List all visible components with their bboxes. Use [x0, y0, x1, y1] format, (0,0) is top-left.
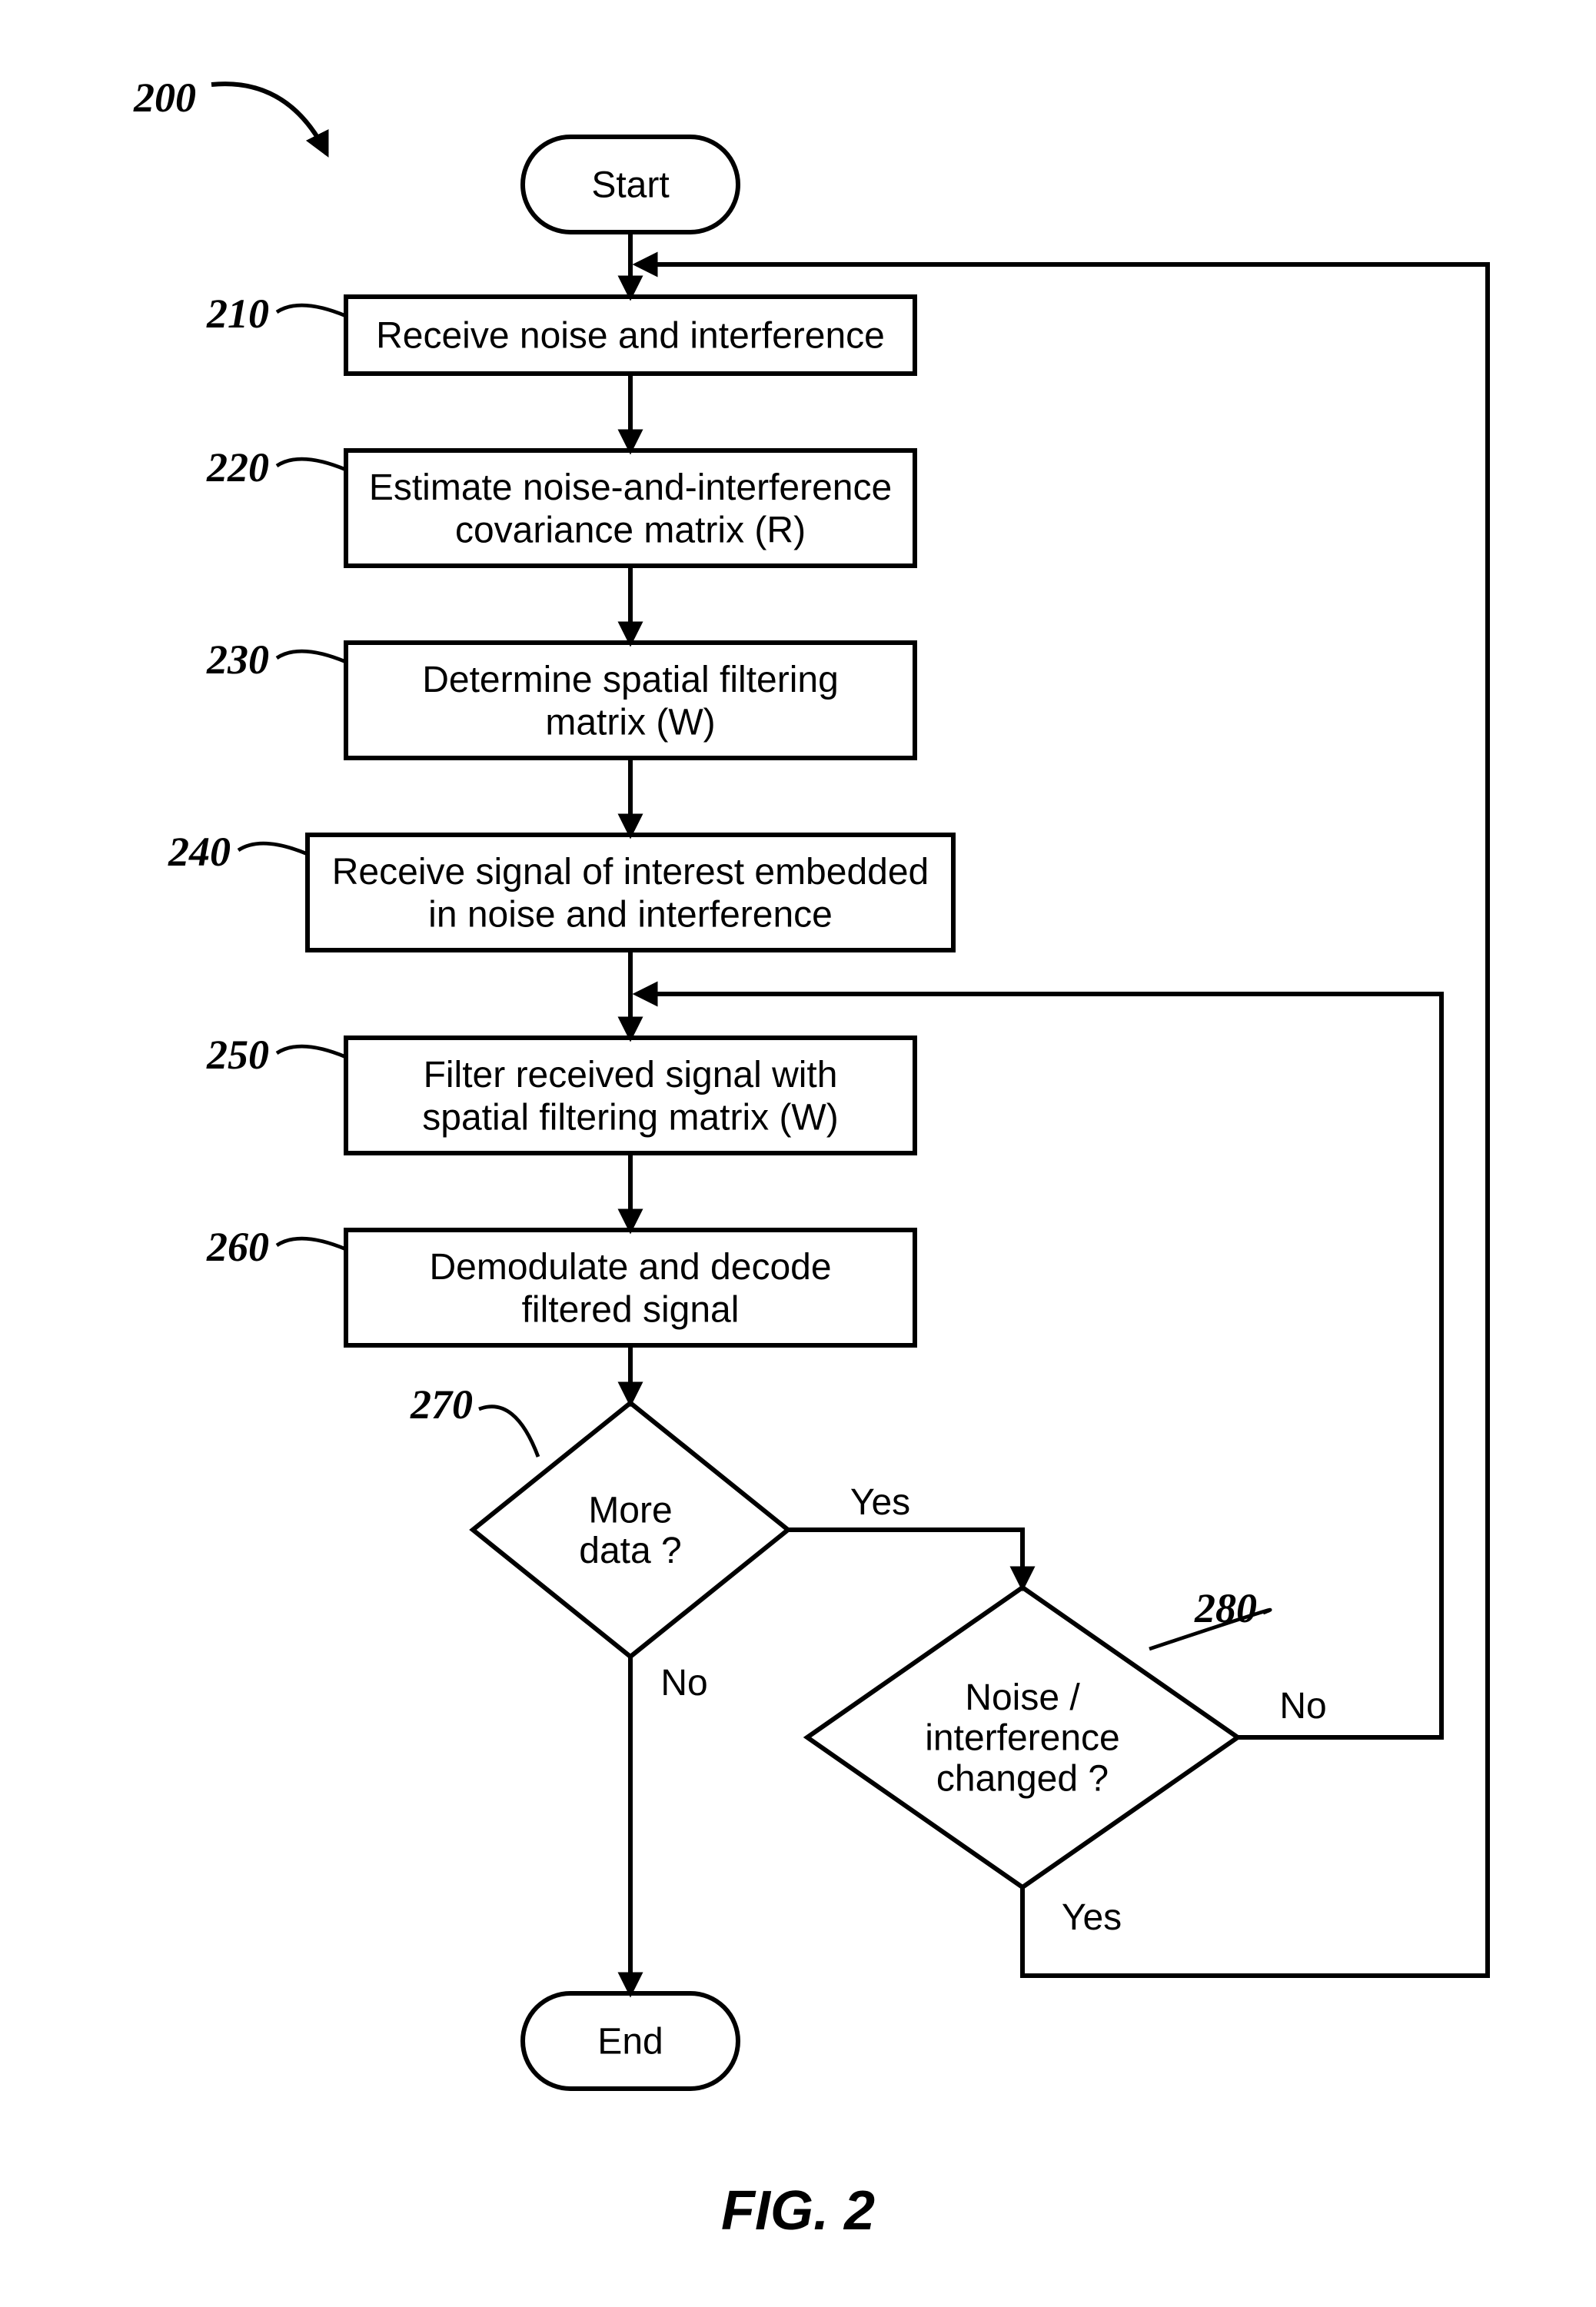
figure-ref: 200: [133, 75, 196, 121]
n240-line-0: Receive signal of interest embedded: [332, 852, 929, 893]
end-label: End: [597, 2022, 663, 2063]
start-label: Start: [591, 165, 669, 206]
n220-line-0: Estimate noise-and-interference: [369, 467, 892, 508]
n240-ref: 240: [168, 829, 231, 875]
n280-line-1: interference: [925, 1718, 1119, 1759]
n230-ref: 230: [206, 637, 269, 683]
edge-270-no: No: [660, 1663, 707, 1704]
n220-ref: 220: [206, 444, 269, 490]
figure-caption: FIG. 2: [721, 2180, 875, 2242]
n240-line-1: in noise and interference: [428, 894, 833, 935]
flowchart: Start Receive noise and interference 210 Es…: [0, 0, 1596, 2307]
edge-280-no: No: [1279, 1686, 1326, 1727]
n220-line-1: covariance matrix (R): [455, 510, 806, 550]
n270-line-1: data ?: [579, 1531, 681, 1571]
n280-line-0: Noise /: [965, 1677, 1080, 1718]
edge-280-yes: Yes: [1062, 1897, 1122, 1938]
n230-line-0: Determine spatial filtering: [422, 660, 839, 700]
n250-ref: 250: [206, 1032, 269, 1078]
n230-line-1: matrix (W): [545, 702, 715, 743]
edge-270-yes: Yes: [850, 1482, 910, 1523]
n270-ref: 270: [410, 1381, 473, 1428]
n260-line-0: Demodulate and decode: [429, 1247, 831, 1288]
n260-line-1: filtered signal: [522, 1289, 740, 1330]
n280-line-2: changed ?: [936, 1758, 1109, 1799]
n250-line-1: spatial filtering matrix (W): [422, 1097, 838, 1138]
n210-line-0: Receive noise and interference: [376, 316, 885, 357]
n210-ref: 210: [206, 291, 269, 337]
n270-line-0: More: [588, 1490, 672, 1531]
n260-ref: 260: [206, 1224, 269, 1270]
n250-line-0: Filter received signal with: [424, 1055, 838, 1095]
